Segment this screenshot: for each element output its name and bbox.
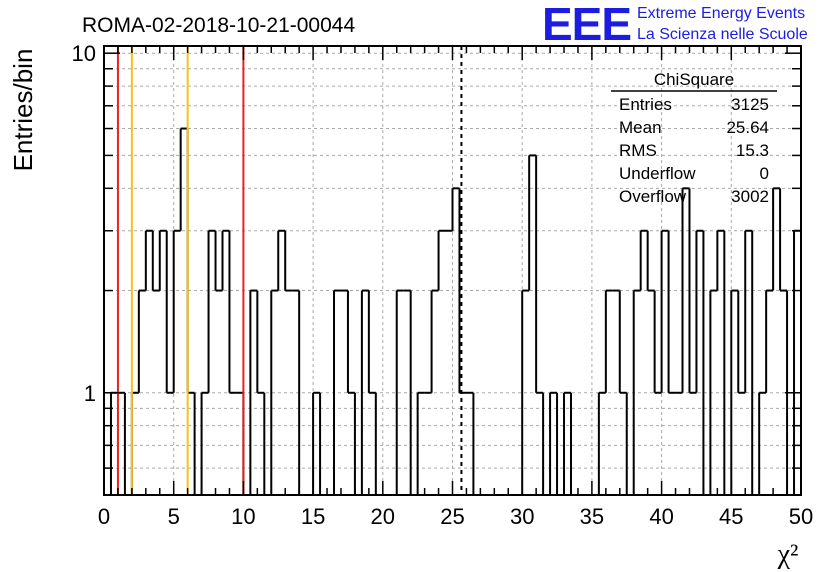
y-tick-label: 1 xyxy=(84,381,96,406)
stats-rms-value: 15.3 xyxy=(736,141,769,160)
x-axis-title: χ² xyxy=(777,539,799,570)
x-tick-label: 15 xyxy=(301,504,325,529)
x-tick-label: 30 xyxy=(510,504,534,529)
y-axis-title: Entries/bin xyxy=(8,49,38,172)
plot-title: ROMA-02-2018-10-21-00044 xyxy=(82,14,355,37)
stats-rms-label: RMS xyxy=(619,141,657,160)
eee-logo-text: EEE xyxy=(542,0,631,50)
x-tick-label: 50 xyxy=(789,504,813,529)
x-tick-label: 25 xyxy=(440,504,464,529)
eee-logo: EEE Extreme Energy Events La Scienza nel… xyxy=(542,0,808,50)
x-tick-label: 40 xyxy=(649,504,673,529)
stats-underflow-value: 0 xyxy=(760,164,769,183)
stats-underflow-label: Underflow xyxy=(619,164,696,183)
histogram-bins xyxy=(109,127,802,495)
axis-ticks xyxy=(103,46,802,495)
stats-box-title: ChiSquare xyxy=(654,70,734,89)
marker-lines xyxy=(116,46,463,495)
stats-overflow-value: 3002 xyxy=(731,187,769,206)
stats-entries-label: Entries xyxy=(619,95,672,114)
stats-overflow-label: Overflow xyxy=(619,187,687,206)
x-tick-label: 45 xyxy=(719,504,743,529)
x-tick-label: 10 xyxy=(231,504,255,529)
x-tick-label: 0 xyxy=(98,504,110,529)
y-tick-label: 10 xyxy=(72,41,96,66)
eee-logo-line1: Extreme Energy Events xyxy=(637,5,805,22)
x-tick-label: 20 xyxy=(371,504,395,529)
axis-tick-labels: 0 5 10 15 20 25 30 35 40 45 50 1 10 xyxy=(72,41,814,529)
stats-mean-value: 25.64 xyxy=(726,118,769,137)
eee-logo-line2: La Scienza nelle Scuole xyxy=(637,26,808,43)
x-tick-label: 5 xyxy=(168,504,180,529)
stats-mean-label: Mean xyxy=(619,118,662,137)
stats-entries-value: 3125 xyxy=(731,95,769,114)
x-tick-label: 35 xyxy=(580,504,604,529)
stats-box: ChiSquare Entries 3125 Mean 25.64 RMS 15… xyxy=(611,70,777,206)
